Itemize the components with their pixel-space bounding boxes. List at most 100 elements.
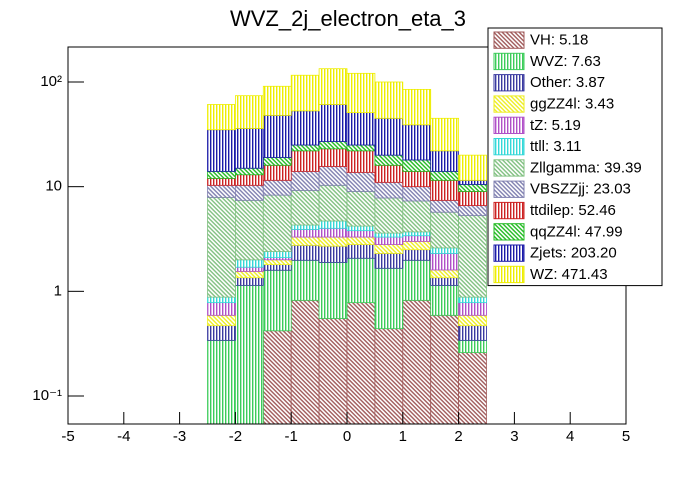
bar-segment bbox=[207, 177, 236, 186]
bar-segment bbox=[430, 170, 460, 181]
bar-segment bbox=[318, 184, 348, 222]
legend-swatch bbox=[493, 159, 525, 177]
bar-segment bbox=[318, 166, 348, 186]
x-tick-label: -3 bbox=[173, 428, 186, 445]
bar-segment bbox=[207, 104, 236, 131]
bar-segment bbox=[458, 184, 487, 192]
bar-segment bbox=[402, 170, 432, 188]
legend-swatch bbox=[493, 74, 525, 92]
bar-segment bbox=[374, 236, 404, 245]
bar-segment bbox=[374, 232, 404, 238]
bar-segment bbox=[234, 167, 264, 176]
bar-segment bbox=[318, 245, 348, 263]
bar-segment bbox=[207, 314, 236, 327]
bar-segment bbox=[402, 200, 432, 233]
bar-segment bbox=[290, 74, 320, 112]
bar-segment bbox=[262, 164, 292, 181]
bar-segment bbox=[374, 117, 404, 156]
bar-segment bbox=[402, 249, 432, 261]
y-tick-label: 1 bbox=[54, 282, 62, 299]
bar-segment bbox=[402, 159, 432, 172]
bar-segment bbox=[234, 95, 264, 129]
bar-segment bbox=[430, 117, 460, 152]
x-tick-label: 2 bbox=[454, 428, 462, 445]
legend-label: Other: 3.87 bbox=[530, 74, 605, 91]
bar-segment bbox=[262, 251, 292, 259]
bar-segment bbox=[402, 124, 432, 161]
legend-swatch bbox=[493, 95, 525, 113]
bar-segment bbox=[290, 224, 320, 230]
bar-segment bbox=[207, 184, 236, 198]
bar-segment bbox=[234, 199, 264, 261]
bar-segment bbox=[318, 148, 348, 167]
bar-segment bbox=[262, 85, 292, 116]
bar-segment bbox=[458, 191, 487, 206]
bar-segment bbox=[458, 215, 487, 298]
bar-segment bbox=[402, 231, 432, 237]
bar-segment bbox=[458, 352, 487, 425]
bar-segment bbox=[402, 88, 432, 126]
bar-segment bbox=[402, 299, 432, 425]
bar-segment bbox=[262, 157, 292, 166]
bar-segment bbox=[346, 302, 376, 425]
bar-segment bbox=[207, 302, 236, 316]
bar-segment bbox=[346, 171, 376, 192]
y-tick-label: 10² bbox=[40, 73, 62, 90]
bar-segment bbox=[346, 225, 376, 232]
bar-segment bbox=[458, 302, 487, 316]
legend-label: Zjets: 203.20 bbox=[530, 245, 617, 262]
bar-segment bbox=[458, 205, 487, 216]
bar-segment bbox=[290, 236, 320, 246]
x-tick-label: 3 bbox=[510, 428, 518, 445]
bar-segment bbox=[234, 277, 264, 286]
bar-segment bbox=[458, 314, 487, 327]
bar-segment bbox=[374, 181, 404, 199]
bar-segment bbox=[402, 240, 432, 251]
legend-swatch bbox=[493, 52, 525, 71]
bar-segment bbox=[290, 190, 320, 226]
x-tick-label: 0 bbox=[343, 428, 351, 445]
bar-segment bbox=[402, 259, 432, 301]
bar-segment bbox=[318, 227, 348, 238]
bar-segment bbox=[430, 277, 460, 286]
bar-segment bbox=[346, 144, 376, 152]
x-tick-label: -1 bbox=[285, 428, 298, 445]
bar-segment bbox=[430, 247, 460, 254]
legend-label: WZ: 471.43 bbox=[530, 266, 608, 283]
bar-segment bbox=[458, 296, 487, 304]
bar-segment bbox=[262, 114, 292, 158]
bar-segment bbox=[262, 259, 292, 266]
bar-segment bbox=[207, 325, 236, 341]
bar-segment bbox=[430, 150, 460, 172]
bar-segment bbox=[402, 235, 432, 242]
bar-segment bbox=[318, 261, 348, 319]
bar-segment bbox=[290, 259, 320, 301]
bar-segment bbox=[430, 314, 460, 425]
bar-segment bbox=[430, 269, 460, 279]
y-tick-label: 10 bbox=[45, 178, 62, 195]
legend-label: VBSZZjj: 23.03 bbox=[530, 181, 631, 198]
legend-swatch bbox=[493, 138, 525, 156]
bar-segment bbox=[458, 154, 487, 181]
bar-segment bbox=[234, 259, 264, 268]
bar-segment bbox=[290, 144, 320, 152]
chart-title: WVZ_2j_electron_eta_3 bbox=[230, 6, 466, 31]
x-tick-label: 4 bbox=[566, 428, 574, 445]
bar-segment bbox=[262, 264, 292, 271]
legend-label: tZ: 5.19 bbox=[530, 117, 581, 134]
bar-segment bbox=[430, 199, 460, 213]
legend-label: ttdilep: 52.46 bbox=[530, 202, 616, 219]
bar-segment bbox=[290, 244, 320, 261]
bar-segment bbox=[374, 81, 404, 119]
bar-segment bbox=[430, 179, 460, 201]
bar-segment bbox=[346, 191, 376, 227]
bar-segment bbox=[262, 269, 292, 332]
legend-label: ttll: 3.11 bbox=[530, 138, 581, 155]
bar-segment bbox=[207, 170, 236, 179]
bar-segment bbox=[234, 284, 264, 425]
bar-segment bbox=[374, 164, 404, 183]
bar-segment bbox=[374, 197, 404, 234]
bar-segment bbox=[234, 128, 264, 169]
bar-segment bbox=[346, 244, 376, 259]
